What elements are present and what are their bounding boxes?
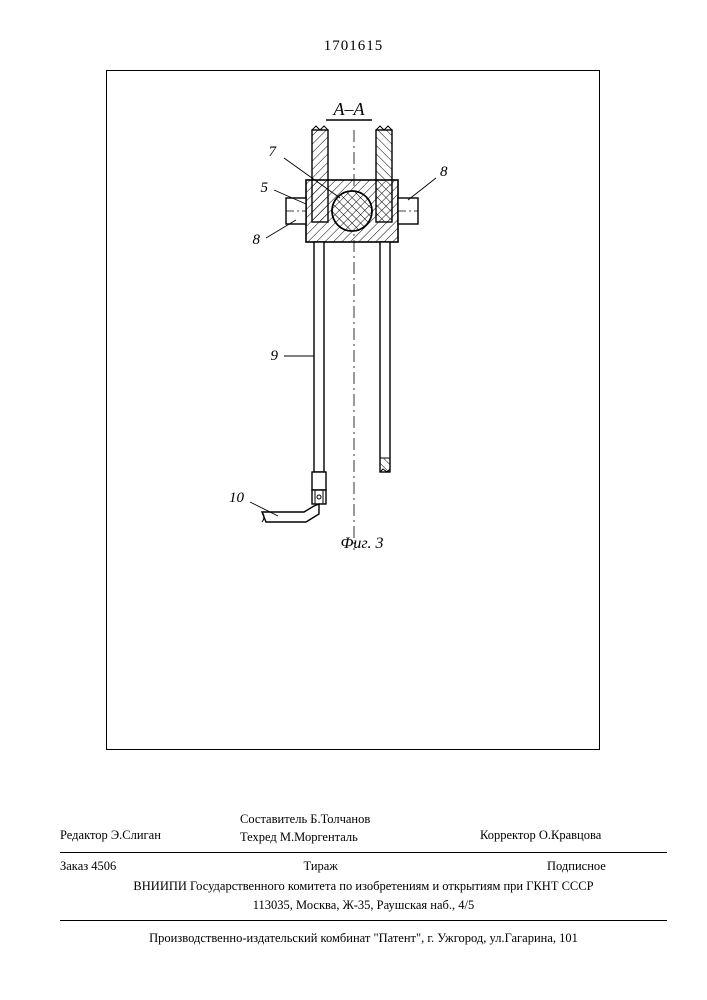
- printer-line: Производственно-издательский комбинат "П…: [60, 929, 667, 947]
- callout-8-left: 8: [253, 232, 261, 248]
- composer-label: Составитель Б.Толчанов: [240, 810, 470, 828]
- imprint-block: Редактор Э.Слиган Составитель Б.Толчанов…: [60, 810, 667, 947]
- tirazh-label: Тираж: [304, 857, 424, 875]
- callout-10: 10: [229, 490, 245, 506]
- technical-drawing: А–А: [106, 70, 600, 750]
- document-number: 1701615: [0, 38, 707, 55]
- divider-2: [60, 920, 667, 921]
- editor-label: Редактор Э.Слиган: [60, 828, 161, 842]
- section-label-text: А–А: [333, 99, 366, 119]
- callout-9: 9: [271, 348, 279, 364]
- callout-5: 5: [261, 180, 269, 196]
- podpisnoe-label: Подписное: [547, 857, 667, 875]
- figure-caption: Фиг. 3: [341, 535, 384, 552]
- corrector-label: Корректор О.Кравцова: [480, 828, 601, 842]
- patent-page: 1701615 А–А: [0, 0, 707, 1000]
- divider-1: [60, 852, 667, 853]
- callout-7: 7: [269, 144, 278, 160]
- org-address: 113035, Москва, Ж-35, Раушская наб., 4/5: [60, 896, 667, 914]
- org-line: ВНИИПИ Государственного комитета по изоб…: [60, 877, 667, 895]
- callout-8-right: 8: [440, 164, 448, 180]
- techred-label: Техред М.Моргенталь: [240, 828, 470, 846]
- order-number: Заказ 4506: [60, 857, 180, 875]
